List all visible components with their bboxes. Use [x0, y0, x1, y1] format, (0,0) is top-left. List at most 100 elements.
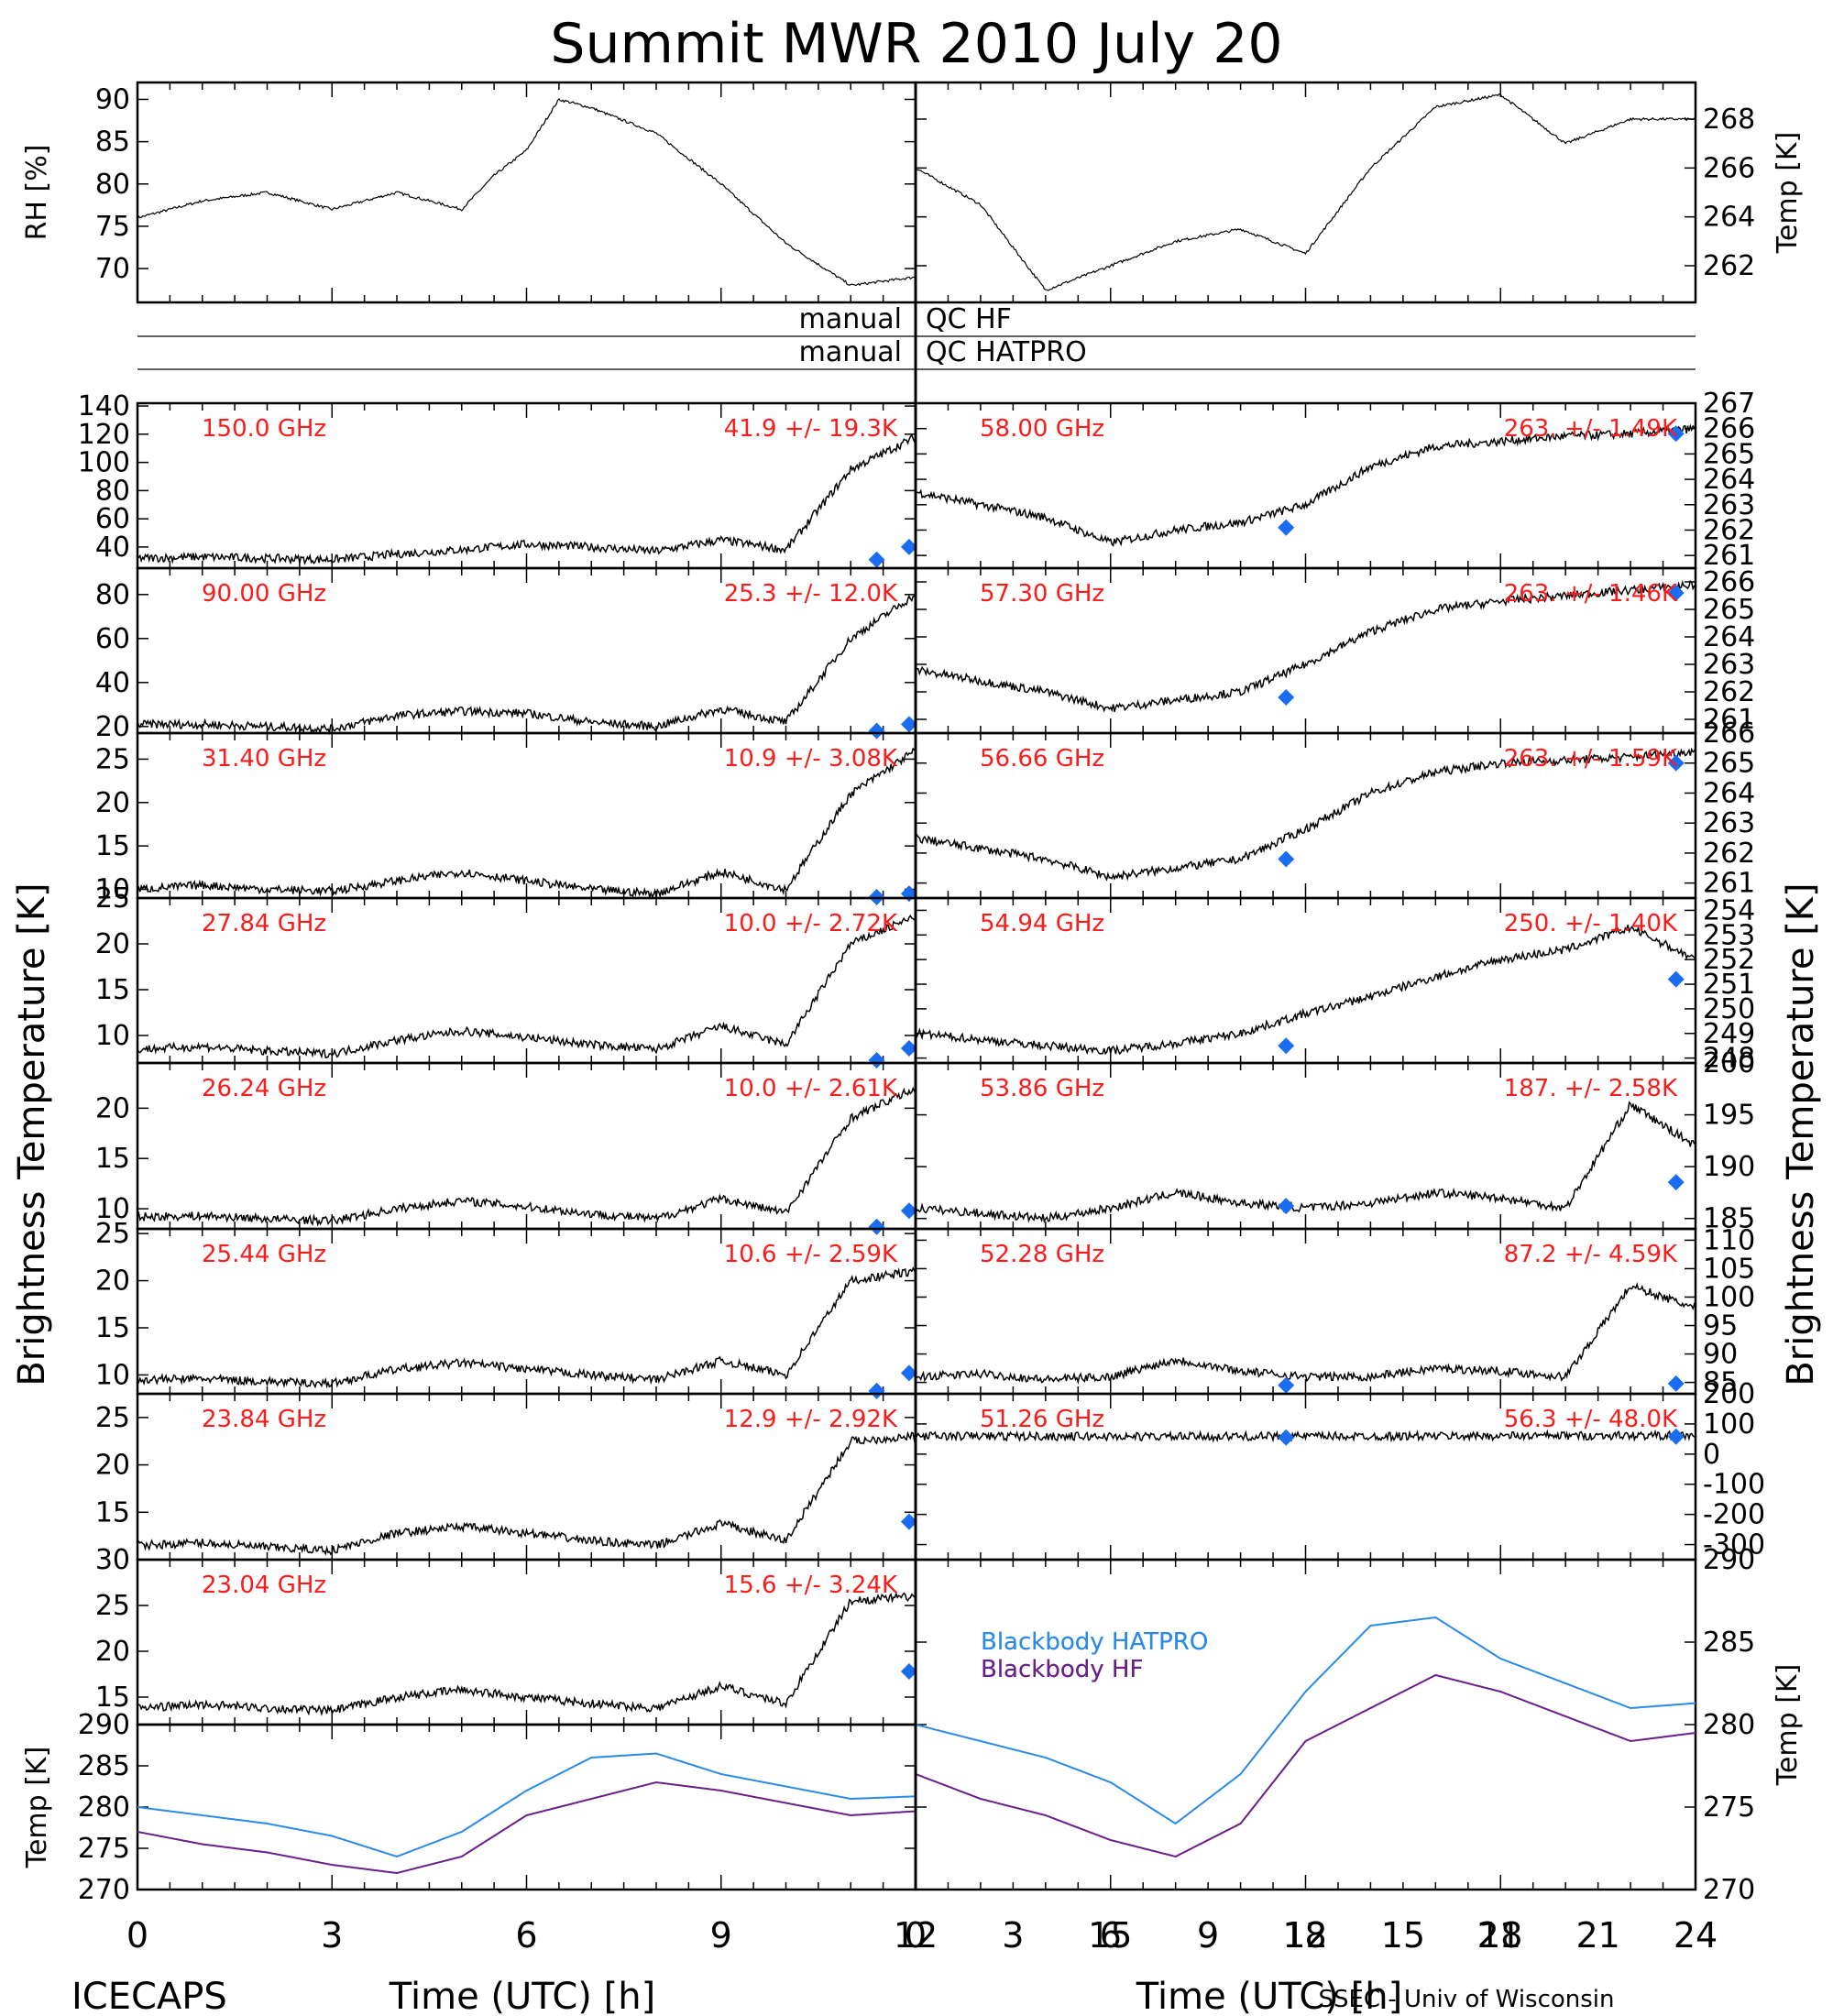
series-line: [137, 97, 916, 287]
y-ticks: 270 275 280 285 290: [916, 1544, 1755, 1906]
x-ticks: [915, 733, 1696, 898]
y-tick-label: 267: [1703, 388, 1755, 420]
channel-stats: 10.6 +/- 2.59K: [724, 1241, 898, 1268]
y-ticks: 10 15 20 25: [95, 743, 916, 906]
sounding-marker: [900, 716, 917, 733]
y-ticks: 15 20 25 30: [95, 1544, 916, 1714]
y-ticks: 10 15 20 25: [95, 1218, 916, 1391]
sounding-marker: [1667, 585, 1685, 601]
x-tick-label: 12: [894, 1915, 938, 1956]
channel-stats: 56.3 +/- 48.0K: [1504, 1406, 1678, 1433]
y-tick-label: 248: [1703, 1043, 1755, 1075]
y-tick-label: 20: [95, 787, 130, 819]
footer-right: SSEC - Univ of Wisconsin: [1318, 1986, 1614, 2013]
y-tick-label: 266: [1703, 413, 1755, 445]
footer-left: ICECAPS: [71, 1976, 227, 2016]
y-tick-label: 263: [1703, 807, 1755, 839]
x-tick-label: 18: [1478, 1915, 1522, 1956]
sounding-marker: [1667, 1375, 1685, 1392]
sounding-marker: [1278, 519, 1295, 536]
sounding-marker: [1278, 1376, 1295, 1394]
channel-stats: 250. +/- 1.40K: [1504, 910, 1678, 937]
panel-blackbody: 270 275 280 285 290 Temp [K] Blackbody HATPROB…: [914, 1544, 1804, 1906]
channel-label: 90.00 GHz: [202, 580, 326, 608]
y-tick-label: 105: [1703, 1253, 1755, 1285]
series-line: [915, 1282, 1696, 1385]
series-line: [915, 579, 1696, 713]
y-ticks: 262 264 266 268: [916, 104, 1755, 282]
y-tick-label: 270: [1703, 1874, 1755, 1906]
y-tick-label: 100: [78, 447, 130, 479]
y-tick-label: 25: [95, 1590, 130, 1622]
y-tick-label: 285: [78, 1750, 130, 1782]
y-tick-label: 10: [95, 874, 130, 906]
y-tick-label: 85: [1703, 1367, 1738, 1399]
y-tick-label: 20: [95, 1450, 130, 1482]
y-axis-label: RH [%]: [21, 145, 53, 241]
x-tick-label: 15: [1381, 1915, 1425, 1956]
series-line: [915, 747, 1696, 882]
y-tick-label: 85: [95, 126, 130, 159]
y-tick-label: 266: [1703, 566, 1755, 598]
y-axis-label: Temp [K]: [21, 1747, 53, 1869]
legend-entry: Blackbody HATPRO: [981, 1628, 1208, 1656]
channel-label: 54.94 GHz: [980, 910, 1104, 937]
ylabel-right: Brightness Temperature [K]: [1780, 882, 1822, 1386]
x-ticks: [137, 1725, 916, 1890]
channel-label: 23.84 GHz: [202, 1406, 326, 1433]
y-tick-label: 263: [1703, 649, 1755, 681]
y-tick-label: 25: [95, 743, 130, 775]
qc-strips: manual QC HF manual QC HATPRO: [137, 303, 1696, 370]
x-tick-label: 15: [1088, 1915, 1132, 1956]
series-line: [137, 1752, 916, 1858]
y-tick-label: 20: [95, 1092, 130, 1124]
y-tick-label: -300: [1703, 1529, 1765, 1561]
panel-31-40-ghz: 10 15 20 25 31.40 GHz 10.9 +/- 3.08K: [95, 731, 917, 906]
series-line: [915, 925, 1696, 1056]
y-tick-label: 90: [95, 83, 130, 115]
y-tick-label: 40: [95, 667, 130, 699]
channel-label: 26.24 GHz: [202, 1075, 326, 1102]
legend-entry: Blackbody HF: [981, 1656, 1143, 1683]
y-tick-label: 10: [95, 1020, 130, 1052]
series-line: [137, 914, 916, 1059]
channel-stats: 10.0 +/- 2.61K: [724, 1075, 898, 1102]
sounding-marker: [1667, 1428, 1685, 1445]
y-ticks: 70 75 80 85 90: [95, 83, 916, 285]
channel-label: 27.84 GHz: [202, 910, 326, 937]
sounding-marker: [900, 1663, 917, 1680]
y-tick-label: 20: [95, 711, 130, 743]
sounding-marker: [1667, 970, 1685, 988]
y-axis-label: Temp [K]: [1772, 132, 1804, 255]
panel-90-00-ghz: 20 40 60 80 90.00 GHz 25.3 +/- 12.0K: [95, 566, 917, 743]
series-line: [137, 1266, 916, 1389]
channel-label: 53.86 GHz: [980, 1075, 1104, 1102]
y-tick-label: 262: [1703, 250, 1755, 282]
channel-label: 52.28 GHz: [980, 1241, 1104, 1268]
panel-27-84-ghz: 10 15 20 25 27.84 GHz 10.0 +/- 2.72K: [95, 882, 917, 1068]
x-ticks: [915, 1560, 1696, 1890]
series-line: [137, 433, 916, 565]
y-tick-label: 250: [1703, 993, 1755, 1025]
y-tick-label: 195: [1703, 1100, 1755, 1132]
sounding-marker: [868, 1382, 885, 1399]
y-tick-label: 90: [1703, 1339, 1738, 1371]
y-tick-label: 70: [95, 253, 130, 285]
sounding-marker: [1278, 850, 1295, 868]
panel-blackbody: 270 275 280 285 290 Temp [K] Blackbody HATPROB…: [21, 1628, 1208, 1906]
x-tick-label: 3: [1002, 1915, 1024, 1956]
panel-23-04-ghz: 15 20 25 30 23.04 GHz 15.6 +/- 3.24K: [95, 1544, 917, 1726]
xlabel-left: Time (UTC) [h]: [389, 1976, 655, 2016]
x-ticks: [137, 568, 916, 733]
